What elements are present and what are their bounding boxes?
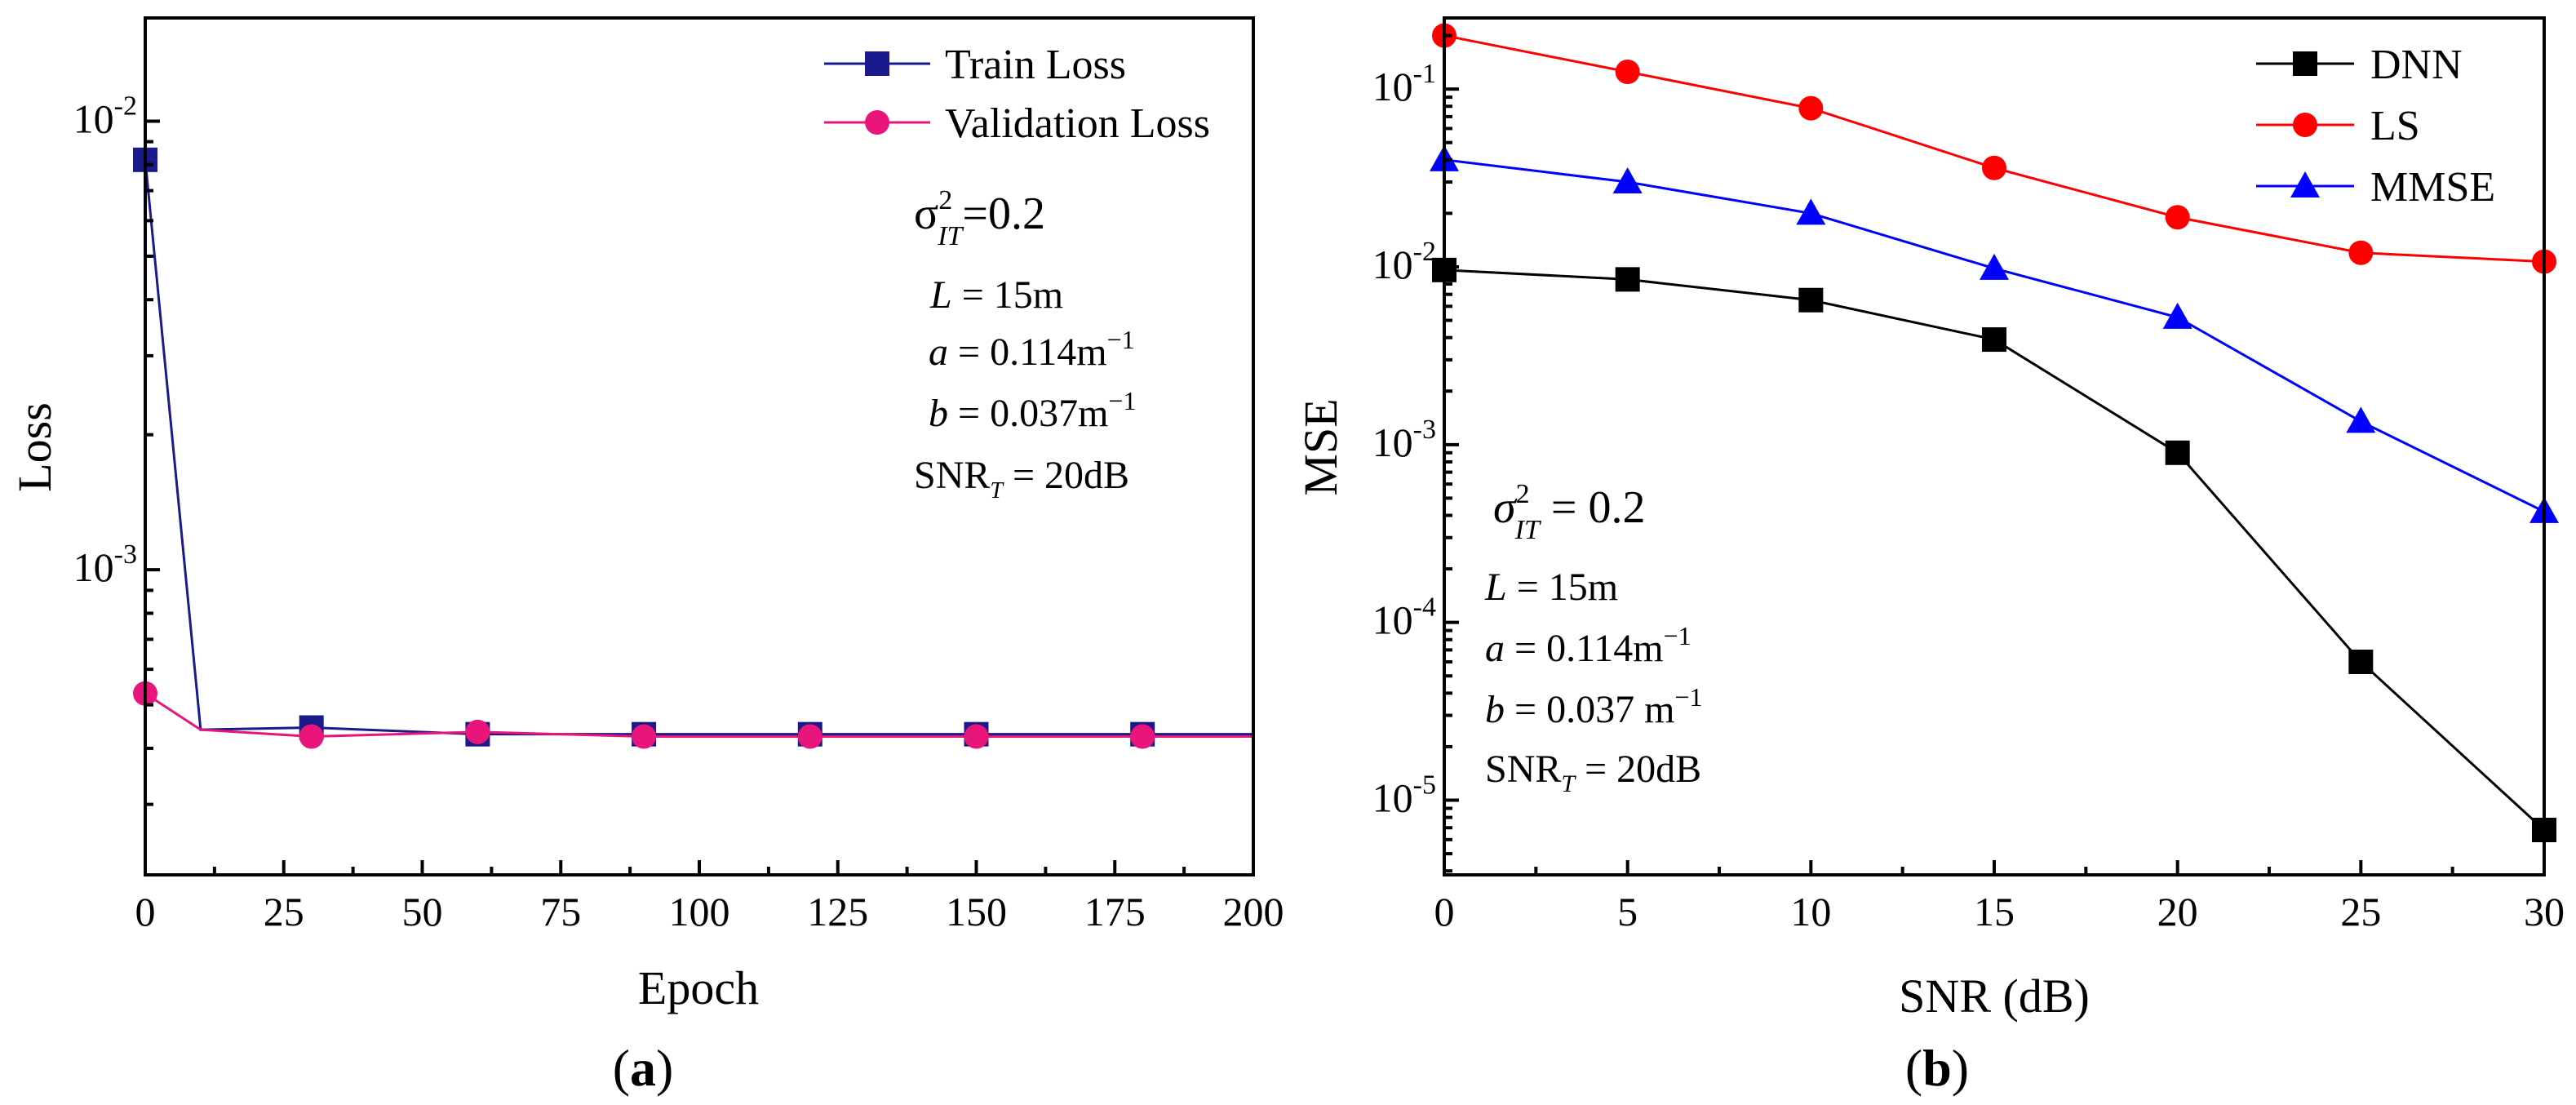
annotation-sigma-b: σ2 IT = 0.2 <box>1493 479 1645 545</box>
panel-b-label: (b) <box>1905 1039 1969 1097</box>
x-tick-label: 25 <box>264 889 304 934</box>
annotation-a-b: a = 0.114m−1 <box>1485 621 1691 670</box>
y-tick-label: 10-2 <box>1372 237 1436 287</box>
annotation-l-b: L = 15m <box>1484 566 1618 609</box>
annotation-b-b: b = 0.037 m−1 <box>1485 682 1702 731</box>
data-point <box>1615 267 1640 292</box>
x-tick-label: 20 <box>2157 889 2198 934</box>
panel-b-y-axis-title: MSE <box>1294 398 1347 495</box>
annotation-a: a = 0.114m−1 <box>929 325 1135 374</box>
legend-train-label: Train Loss <box>945 42 1126 88</box>
series-line-dnn <box>1443 268 2546 832</box>
x-tick-label: 30 <box>2524 889 2565 934</box>
legend-ls: LS <box>2256 103 2420 149</box>
data-point <box>1798 95 1824 121</box>
x-tick-label: 75 <box>540 889 581 934</box>
annotation-sigma: σ2 IT=0.2 <box>914 185 1045 251</box>
annotation-b: b = 0.037m−1 <box>929 386 1136 435</box>
data-point <box>1796 198 1826 225</box>
panel-a-x-axis-title: Epoch <box>638 961 759 1014</box>
x-tick-label: 5 <box>1617 889 1638 934</box>
data-point <box>1798 287 1824 313</box>
data-point <box>1982 155 2006 180</box>
legend-validation-loss: Validation Loss <box>824 100 1210 147</box>
data-point <box>465 719 490 744</box>
x-tick-label: 150 <box>946 889 1007 934</box>
panel-a-plot-area <box>133 147 1253 749</box>
legend-mmse-label: MMSE <box>2370 164 2495 211</box>
panel-b-axes: 0 5 10 15 20 25 30 10-5 10-4 10-3 10-2 10-1 <box>1372 33 2565 934</box>
annotation-l: L = 15m <box>929 273 1063 317</box>
panel-b-legend: DNN LS MMSE <box>2256 42 2495 211</box>
y-tick-label: 10-3 <box>73 539 137 590</box>
legend-ls-label: LS <box>2370 103 2420 149</box>
data-point <box>797 724 822 749</box>
panel-a-axes: 0 25 50 75 100 125 150 175 200 10-3 10-2 <box>73 91 1284 934</box>
series-line-train-loss <box>144 159 1253 736</box>
legend-validation-marker <box>865 110 889 135</box>
data-point <box>1982 327 2006 353</box>
legend-dnn-marker <box>2293 51 2317 76</box>
data-point <box>2346 406 2376 433</box>
y-tick-label: 10-3 <box>1372 415 1436 465</box>
x-tick-label: 0 <box>1434 889 1455 934</box>
data-point <box>2348 649 2374 674</box>
data-point <box>1130 724 1155 749</box>
x-tick-label: 100 <box>669 889 730 934</box>
y-tick-label: 10-2 <box>73 91 137 141</box>
legend-dnn-label: DNN <box>2370 42 2463 88</box>
panel-a-annotations: σ2 IT=0.2 L = 15m a = 0.114m−1 b = 0.037m… <box>914 185 1136 504</box>
panel-a-y-axis-title: Loss <box>8 402 61 492</box>
legend-mmse: MMSE <box>2256 164 2495 211</box>
legend-train-loss: Train Loss <box>824 42 1126 88</box>
data-point <box>632 724 657 749</box>
y-tick-label: 10-4 <box>1372 592 1436 643</box>
legend-ls-marker <box>2293 113 2317 137</box>
data-point <box>964 724 989 749</box>
panel-a-legend: Train Loss Validation Loss <box>824 42 1210 147</box>
legend-validation-label: Validation Loss <box>945 100 1210 147</box>
data-point <box>1615 60 1640 85</box>
data-point <box>2165 205 2190 230</box>
data-point <box>2162 302 2192 329</box>
data-point <box>2165 440 2190 465</box>
y-tick-label: 10-5 <box>1372 770 1436 821</box>
x-tick-label: 200 <box>1223 889 1284 934</box>
annotation-snr-b: SNRT = 20dB <box>1485 748 1701 797</box>
panel-b-plot-area <box>1430 23 2559 842</box>
x-tick-label: 15 <box>1974 889 2015 934</box>
panel-a-label: (a) <box>613 1039 674 1097</box>
legend-train-marker <box>865 51 889 76</box>
x-tick-label: 50 <box>402 889 443 934</box>
x-tick-label: 125 <box>807 889 868 934</box>
annotation-snr: SNRT = 20dB <box>914 454 1129 504</box>
panel-a: 0 25 50 75 100 125 150 175 200 10-3 10-2 Train Los… <box>8 16 1284 1097</box>
legend-mmse-marker <box>2290 171 2320 197</box>
legend-dnn: DNN <box>2256 42 2463 88</box>
data-point <box>299 724 324 749</box>
data-point <box>1612 167 1643 194</box>
panel-b-annotations: σ2 IT = 0.2 L = 15m a = 0.114m−1 b = 0.03… <box>1484 479 1702 797</box>
y-tick-label: 10-1 <box>1372 59 1436 109</box>
data-point <box>2348 240 2374 265</box>
x-tick-label: 175 <box>1084 889 1146 934</box>
x-tick-label: 0 <box>135 889 156 934</box>
x-tick-label: 25 <box>2340 889 2381 934</box>
data-point <box>1980 253 2009 280</box>
x-tick-label: 10 <box>1790 889 1831 934</box>
panel-b-x-axis-title: SNR (dB) <box>1899 970 2090 1023</box>
panel-b: 0 5 10 15 20 25 30 10-5 10-4 10-3 10-2 10-1 DNN LS … <box>1294 16 2565 1097</box>
